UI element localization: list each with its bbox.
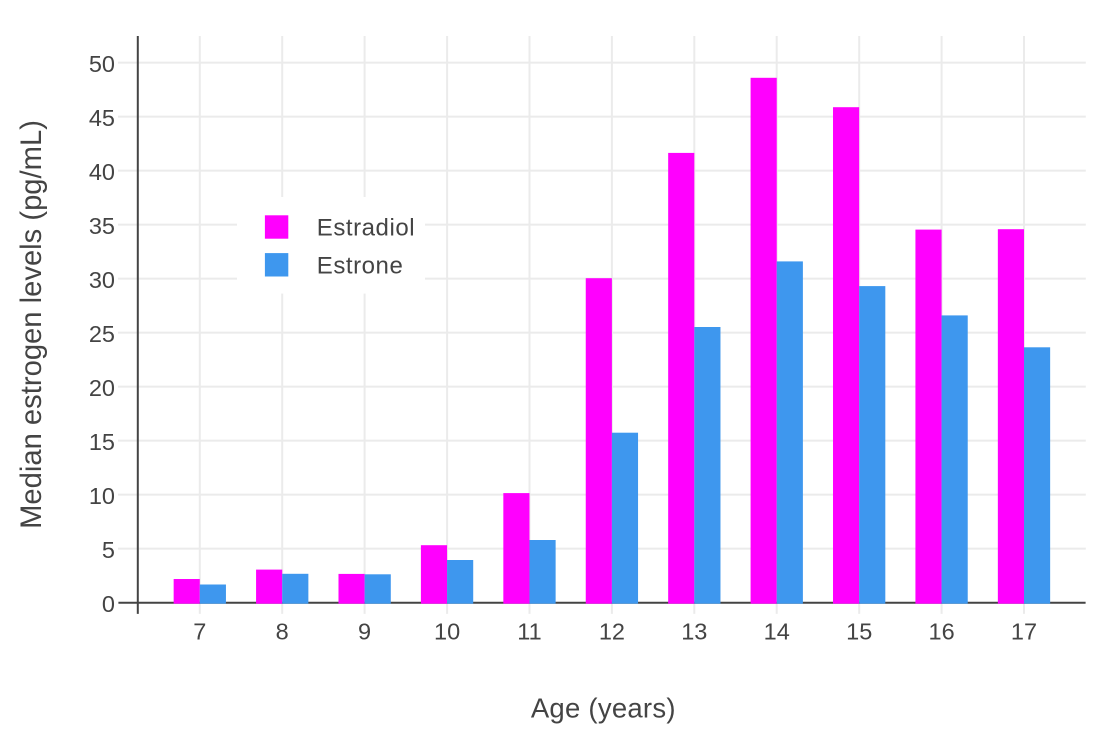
svg-text:Age (years): Age (years) — [531, 693, 676, 724]
svg-text:10: 10 — [89, 483, 115, 509]
svg-text:11: 11 — [517, 619, 541, 645]
svg-text:Estrone: Estrone — [317, 253, 404, 280]
svg-text:13: 13 — [681, 619, 707, 645]
svg-text:30: 30 — [89, 267, 115, 293]
svg-text:50: 50 — [89, 51, 115, 77]
svg-text:14: 14 — [764, 619, 790, 645]
svg-text:Median estrogen levels (pg/mL): Median estrogen levels (pg/mL) — [16, 120, 48, 529]
svg-text:5: 5 — [102, 537, 115, 563]
svg-text:25: 25 — [89, 321, 115, 347]
svg-text:15: 15 — [846, 619, 872, 645]
svg-text:15: 15 — [89, 429, 115, 455]
svg-text:12: 12 — [599, 619, 625, 645]
svg-text:Estradiol: Estradiol — [317, 215, 415, 242]
svg-text:35: 35 — [89, 213, 115, 239]
svg-text:0: 0 — [102, 591, 115, 617]
svg-text:8: 8 — [276, 619, 289, 645]
svg-text:9: 9 — [358, 619, 371, 645]
svg-text:17: 17 — [1011, 619, 1037, 645]
svg-text:40: 40 — [89, 159, 115, 185]
svg-text:7: 7 — [193, 619, 206, 645]
svg-text:20: 20 — [89, 375, 115, 401]
svg-text:10: 10 — [434, 619, 460, 645]
svg-text:45: 45 — [89, 105, 115, 131]
svg-text:16: 16 — [929, 619, 955, 645]
